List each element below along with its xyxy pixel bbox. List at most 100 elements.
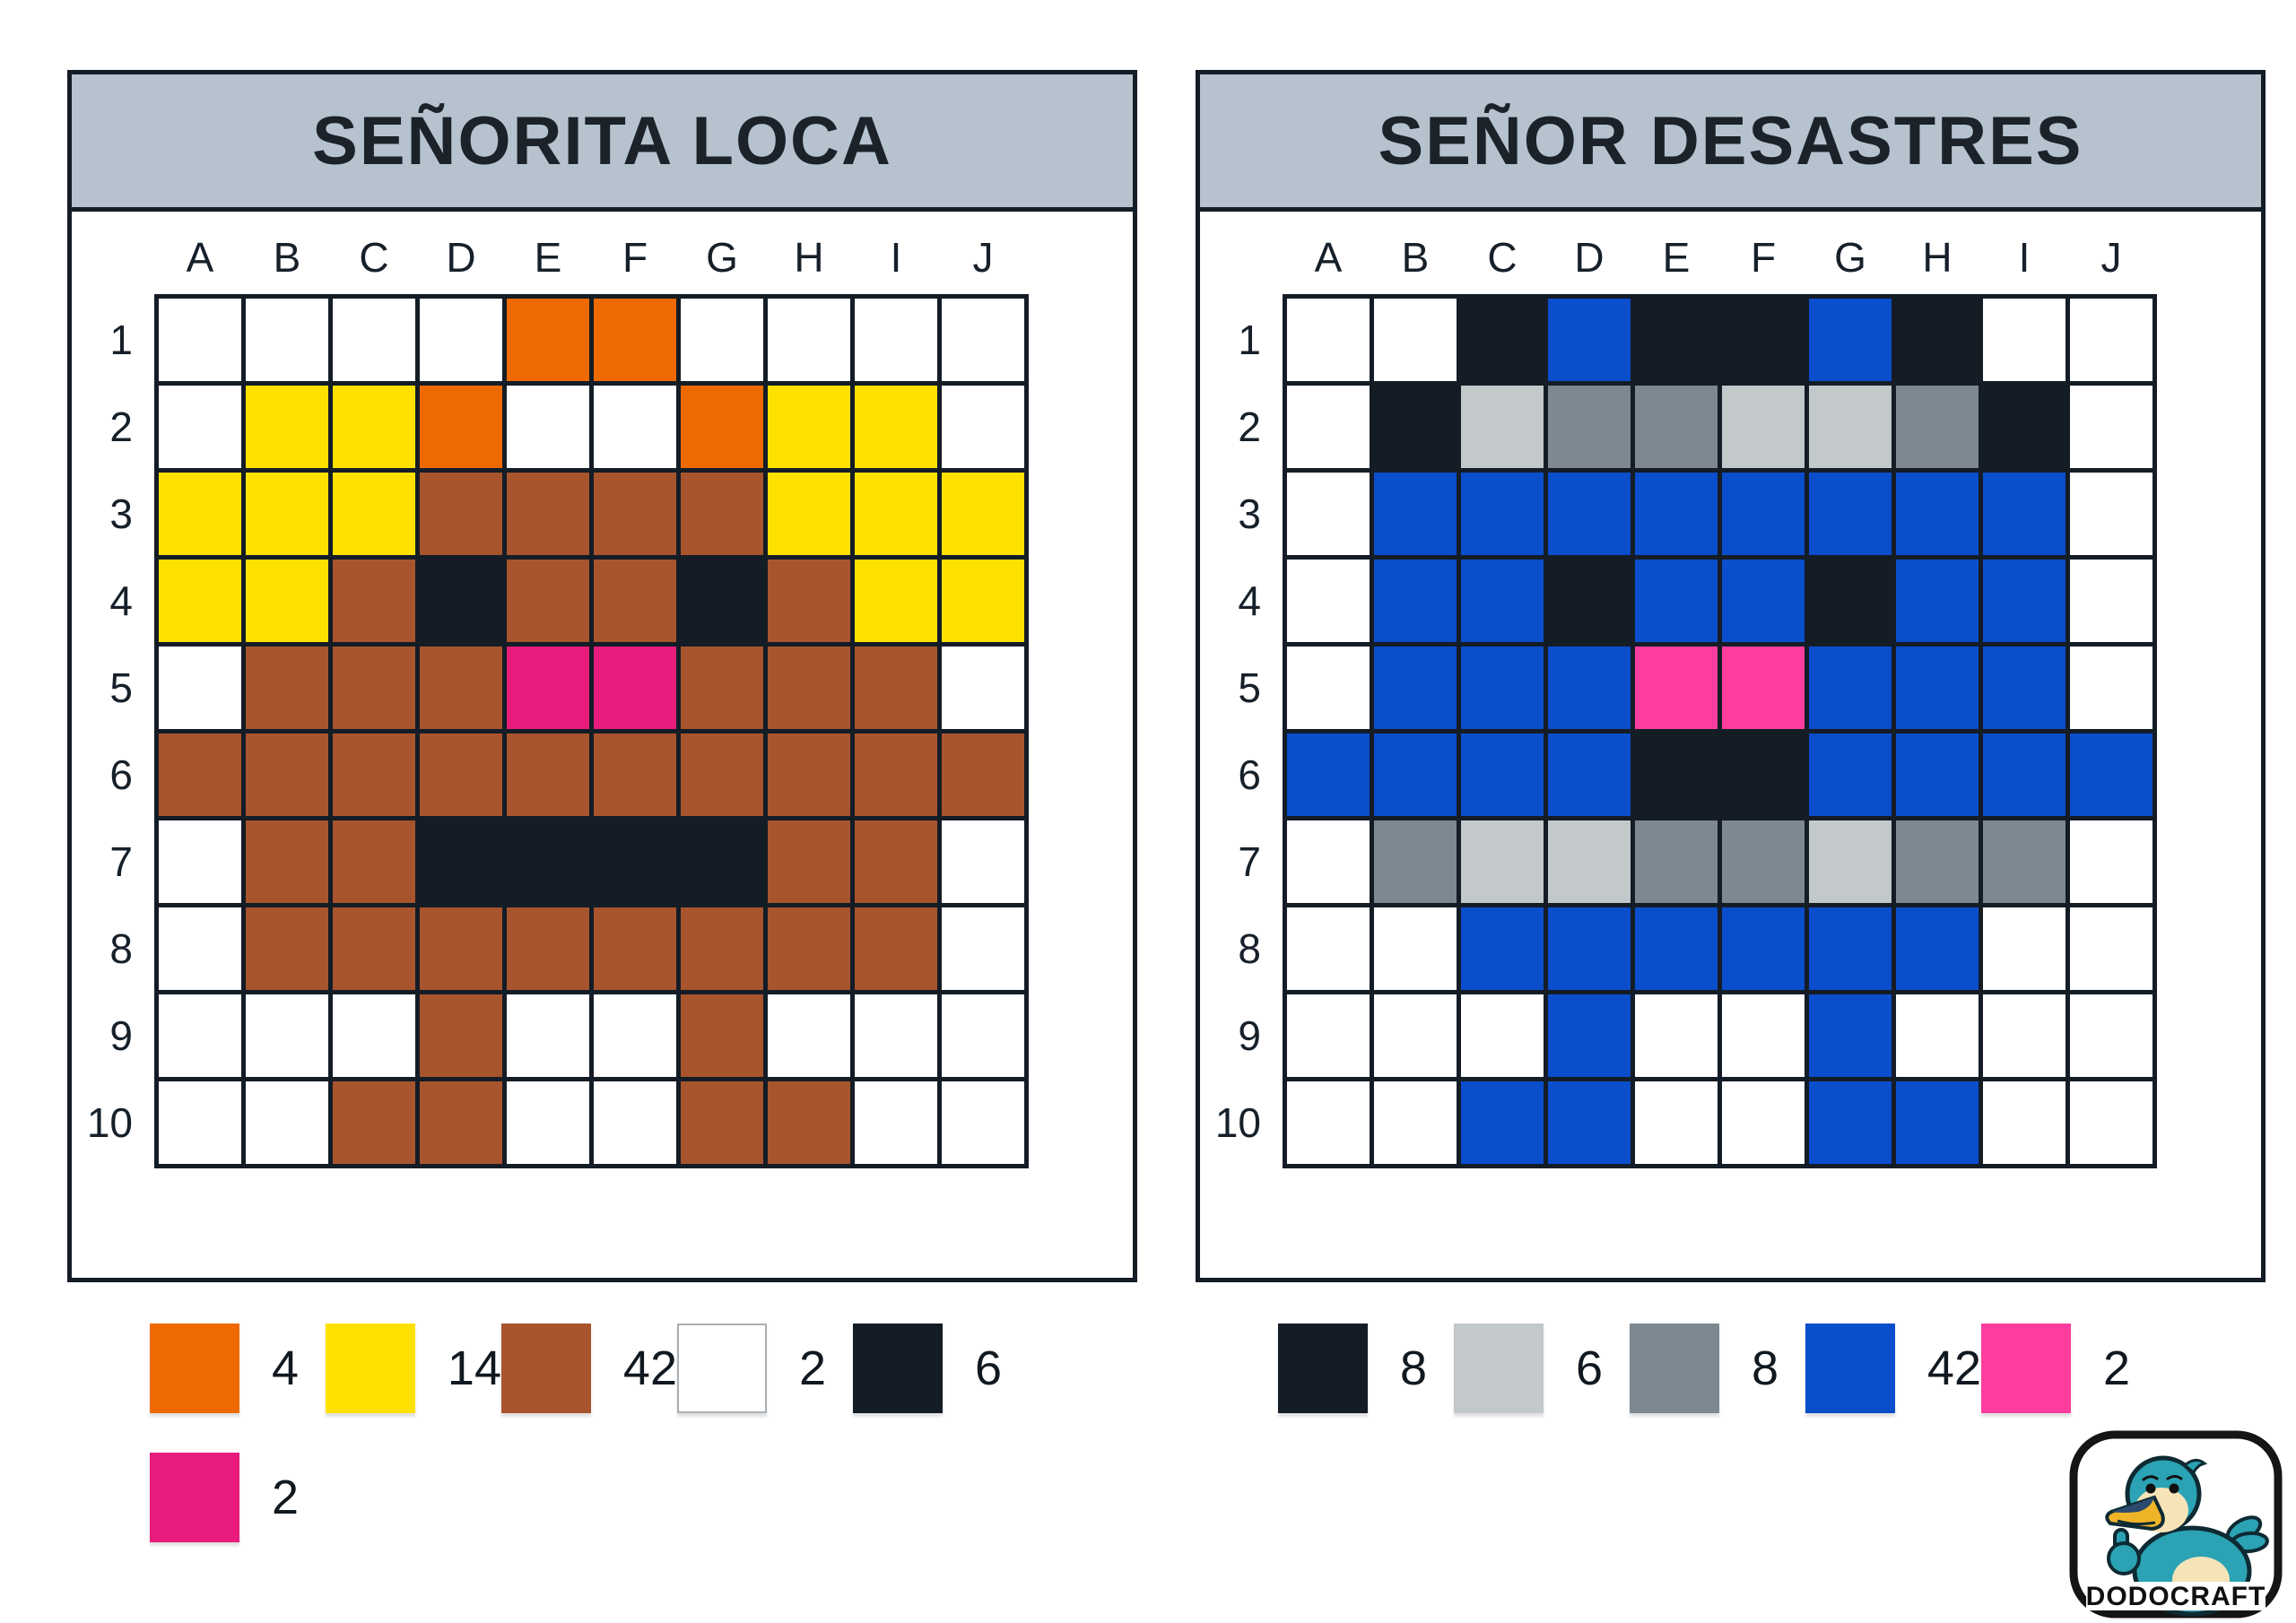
puzzle-panel-senorita-loca: SEÑORITA LOCA A B C D E F G H I J 1 2 3 4 5 6 7 8 9 10 <box>67 70 1137 1282</box>
grid-cell-C2 <box>1461 386 1544 468</box>
panel-header: SEÑORITA LOCA <box>72 74 1133 212</box>
grid-cell-H6 <box>1896 733 1979 816</box>
legend-swatch-gray_dark <box>1630 1324 1719 1413</box>
grid-cell-F10 <box>1722 1081 1805 1164</box>
grid-cell-D3 <box>1548 473 1631 555</box>
grid-cell-A6 <box>1287 733 1370 816</box>
grid-cell-B2 <box>246 386 328 468</box>
grid-cell-C10 <box>333 1081 415 1164</box>
grid-cell-J5 <box>2070 647 2152 729</box>
column-label-D: D <box>446 234 476 281</box>
grid-cell-B6 <box>1374 733 1457 816</box>
grid-cell-C2 <box>333 386 415 468</box>
grid-cell-E6 <box>507 733 589 816</box>
row-label-3: 3 <box>109 490 133 537</box>
column-labels: A B C D E F G H I J <box>1283 221 2261 294</box>
grid-cell-G8 <box>1809 907 1892 990</box>
grid-cell-I7 <box>1983 820 2066 903</box>
grid-cell-G10 <box>681 1081 763 1164</box>
grid-cell-I8 <box>1983 907 2066 990</box>
grid-cell-H9 <box>1896 994 1979 1077</box>
grid-cell-B8 <box>1374 907 1457 990</box>
grid-cell-E7 <box>1635 820 1718 903</box>
grid-cell-I6 <box>1983 733 2066 816</box>
grid-cell-G6 <box>681 733 763 816</box>
grid-cell-B4 <box>1374 560 1457 642</box>
legend-count-blue: 42 <box>1926 1341 1981 1395</box>
grid-cell-B1 <box>1374 299 1457 381</box>
grid-cell-G5 <box>1809 647 1892 729</box>
grid-cell-H3 <box>768 473 850 555</box>
grid-cell-J2 <box>2070 386 2152 468</box>
grid-cell-I5 <box>855 647 937 729</box>
grid-cell-F5 <box>1722 647 1805 729</box>
grid-cell-H8 <box>1896 907 1979 990</box>
grid-cell-D10 <box>1548 1081 1631 1164</box>
column-labels: A B C D E F G H I J <box>154 221 1133 294</box>
grid-cell-B7 <box>1374 820 1457 903</box>
legend-swatch-white <box>677 1324 767 1413</box>
grid-cell-E5 <box>507 647 589 729</box>
column-label-C: C <box>359 234 389 281</box>
legend-count-brown: 42 <box>622 1341 677 1395</box>
pixel-grid <box>154 294 1029 1168</box>
grid-cell-E5 <box>1635 647 1718 729</box>
grid-cell-A6 <box>159 733 241 816</box>
row-labels: 1 2 3 4 5 6 7 8 9 10 <box>1200 294 1283 1168</box>
grid-cell-J9 <box>942 994 1024 1077</box>
row-label-7: 7 <box>109 838 133 885</box>
grid-cell-D4 <box>420 560 502 642</box>
legend-swatch-brown <box>501 1324 591 1413</box>
column-label-A: A <box>1314 234 1343 281</box>
grid-body: 1 2 3 4 5 6 7 8 9 10 <box>72 294 1133 1168</box>
legend-swatch-orange <box>150 1324 239 1413</box>
legend-swatch-blue <box>1805 1324 1895 1413</box>
grid-cell-B6 <box>246 733 328 816</box>
row-label-9: 9 <box>1238 1012 1261 1059</box>
grid-cell-A5 <box>1287 647 1370 729</box>
grid-cell-B9 <box>1374 994 1457 1077</box>
grid-cell-G3 <box>681 473 763 555</box>
grid-cell-D2 <box>1548 386 1631 468</box>
column-label-J: J <box>972 234 994 281</box>
row-label-1: 1 <box>1238 317 1261 363</box>
grid-cell-I9 <box>1983 994 2066 1077</box>
legend-swatch-black <box>853 1324 943 1413</box>
grid-cell-B1 <box>246 299 328 381</box>
grid-cell-F9 <box>1722 994 1805 1077</box>
row-labels: 1 2 3 4 5 6 7 8 9 10 <box>72 294 154 1168</box>
grid-cell-C10 <box>1461 1081 1544 1164</box>
grid-cell-A2 <box>159 386 241 468</box>
grid-cell-A10 <box>159 1081 241 1164</box>
logo-text-band <box>2086 1582 2266 1610</box>
grid-cell-I4 <box>1983 560 2066 642</box>
grid-cell-E1 <box>507 299 589 381</box>
grid-cell-J4 <box>942 560 1024 642</box>
grid-cell-D6 <box>1548 733 1631 816</box>
grid-cell-C6 <box>1461 733 1544 816</box>
column-label-G: G <box>706 234 738 281</box>
grid-cell-I5 <box>1983 647 2066 729</box>
column-label-A: A <box>186 234 214 281</box>
legend-item-orange: 4 <box>150 1324 326 1413</box>
row-label-3: 3 <box>1238 490 1261 537</box>
panel-title: SEÑORITA LOCA <box>312 102 892 179</box>
grid-cell-I1 <box>855 299 937 381</box>
grid-cell-A3 <box>159 473 241 555</box>
grid-cell-G1 <box>1809 299 1892 381</box>
grid-cell-J1 <box>942 299 1024 381</box>
grid-cell-B5 <box>1374 647 1457 729</box>
grid-cell-E10 <box>1635 1081 1718 1164</box>
grid-cell-A4 <box>159 560 241 642</box>
grid-cell-A1 <box>159 299 241 381</box>
puzzle-panel-senor-desastres: SEÑOR DESASTRES A B C D E F G H I J 1 2 3 4 5 6 7 8 9 10 <box>1196 70 2266 1282</box>
grid-cell-E2 <box>507 386 589 468</box>
grid-cell-C8 <box>1461 907 1544 990</box>
row-label-10: 10 <box>1214 1099 1261 1146</box>
grid-cell-D5 <box>1548 647 1631 729</box>
grid-cell-H2 <box>1896 386 1979 468</box>
grid-cell-D10 <box>420 1081 502 1164</box>
row-label-2: 2 <box>109 404 133 450</box>
grid-cell-J9 <box>2070 994 2152 1077</box>
legend-count-pink_magenta: 2 <box>272 1471 300 1524</box>
